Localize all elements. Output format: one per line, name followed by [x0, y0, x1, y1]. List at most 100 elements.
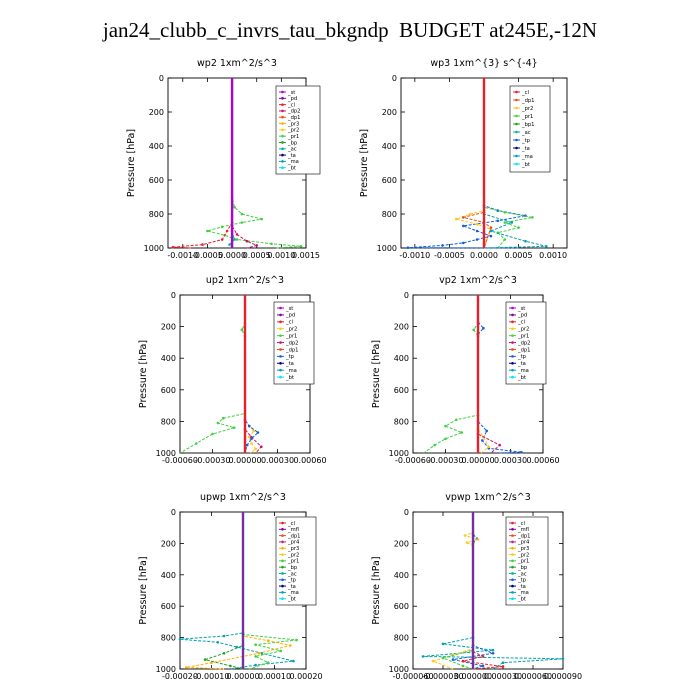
series-point — [266, 661, 270, 664]
series-point — [482, 326, 485, 330]
series-point — [489, 226, 493, 229]
legend-label: _ta — [287, 584, 296, 590]
legend-label: _dp1 — [517, 533, 530, 539]
series-point — [489, 234, 493, 238]
series-point — [178, 637, 182, 641]
y-tick-label: 0 — [171, 508, 176, 517]
series-point — [461, 664, 465, 668]
series-point — [222, 416, 225, 420]
x-tick-label: -0.0005 — [192, 251, 223, 260]
series-point — [248, 424, 251, 428]
series-point — [468, 212, 472, 216]
series-point — [475, 238, 479, 241]
legend-label: _tp — [285, 354, 295, 360]
legend-label: _ma — [517, 368, 529, 374]
y-tick-label: 400 — [149, 142, 164, 151]
x-tick-label: 0.0005 — [243, 251, 271, 260]
series-point — [503, 221, 507, 224]
series-point — [503, 211, 507, 214]
x-tick-label: -0.00010 — [194, 672, 230, 681]
series-point — [240, 212, 244, 216]
legend-marker — [511, 597, 514, 600]
legend-label: _ac — [287, 147, 297, 153]
legend-label: _bp — [517, 565, 528, 571]
legend-label: _pr2 — [521, 106, 533, 112]
y-axis-label: Pressure [hPa] — [126, 129, 137, 197]
legend-label: _dp1 — [287, 533, 300, 539]
series-point — [206, 229, 209, 233]
x-tick-label: 0.0010 — [267, 251, 295, 260]
series-point — [254, 447, 258, 451]
series-point — [292, 659, 295, 663]
series-point — [185, 666, 188, 669]
series-point — [444, 424, 447, 428]
legend-label: _mfl — [517, 527, 529, 533]
legend-marker — [511, 553, 514, 556]
series-point — [421, 655, 425, 658]
y-tick-label: 400 — [394, 354, 409, 363]
legend-label: _cl — [517, 320, 525, 326]
legend-marker — [279, 348, 282, 351]
series-line-dp2 — [477, 295, 501, 454]
series-point — [451, 658, 455, 661]
legend-marker — [281, 553, 284, 556]
legend-marker — [281, 597, 284, 600]
legend-label: _pr3 — [517, 546, 529, 552]
legend-marker — [281, 528, 284, 531]
series-point — [465, 541, 469, 544]
legend-label: _ma — [521, 154, 533, 160]
legend-marker — [511, 368, 514, 372]
y-tick-label: 200 — [394, 539, 409, 548]
series-point — [222, 634, 226, 638]
series-point — [481, 664, 485, 668]
x-tick-label: 0.00060 — [526, 456, 559, 465]
legend-label: _ta — [517, 584, 526, 590]
legend-marker — [281, 565, 284, 569]
series-point — [406, 246, 410, 249]
legend-label: _pr3 — [287, 546, 299, 552]
legend-label: _pd — [285, 313, 295, 319]
series-line-tp — [244, 295, 259, 454]
y-tick-label: 1000 — [389, 449, 409, 458]
series-line-cl — [462, 512, 504, 670]
legend-label: _tp — [517, 354, 527, 360]
x-tick-label: -0.000030 — [422, 672, 463, 681]
series-point — [203, 658, 207, 661]
legend-marker — [279, 320, 282, 324]
legend-label: _pr2 — [517, 552, 529, 558]
series-point — [216, 641, 220, 644]
legend-label: _ac — [287, 571, 297, 577]
series-point — [476, 538, 480, 541]
y-tick-label: 0 — [392, 74, 397, 83]
legend-label: _ma — [287, 159, 299, 165]
series-point — [487, 445, 491, 449]
series-point — [240, 221, 244, 224]
series-point — [245, 443, 249, 447]
legend-marker — [515, 90, 518, 94]
x-tick-label: 0.00030 — [494, 456, 527, 465]
series-line-cl — [172, 78, 233, 249]
series-point — [299, 245, 303, 248]
series-point — [561, 657, 565, 661]
legend-marker — [515, 138, 518, 142]
series-point — [462, 241, 465, 245]
x-tick-label: 0.00060 — [293, 456, 326, 465]
legend-label: _ta — [285, 361, 294, 367]
series-point — [270, 242, 273, 246]
series-point — [220, 225, 224, 229]
legend-label: _tp — [521, 138, 531, 144]
legend-marker — [515, 106, 518, 110]
y-axis-label: Pressure [hPa] — [138, 556, 149, 624]
legend-label: _cl — [285, 320, 293, 326]
legend-marker — [511, 584, 514, 588]
legend-marker — [279, 327, 282, 331]
series-point — [489, 229, 493, 233]
y-tick-label: 800 — [161, 417, 176, 426]
series-point — [501, 661, 505, 664]
series-point — [475, 229, 479, 233]
series-point — [441, 244, 444, 247]
series-point — [211, 432, 214, 436]
legend-marker — [511, 327, 514, 331]
series-point — [475, 222, 479, 226]
legend-label: _cl — [287, 102, 295, 108]
